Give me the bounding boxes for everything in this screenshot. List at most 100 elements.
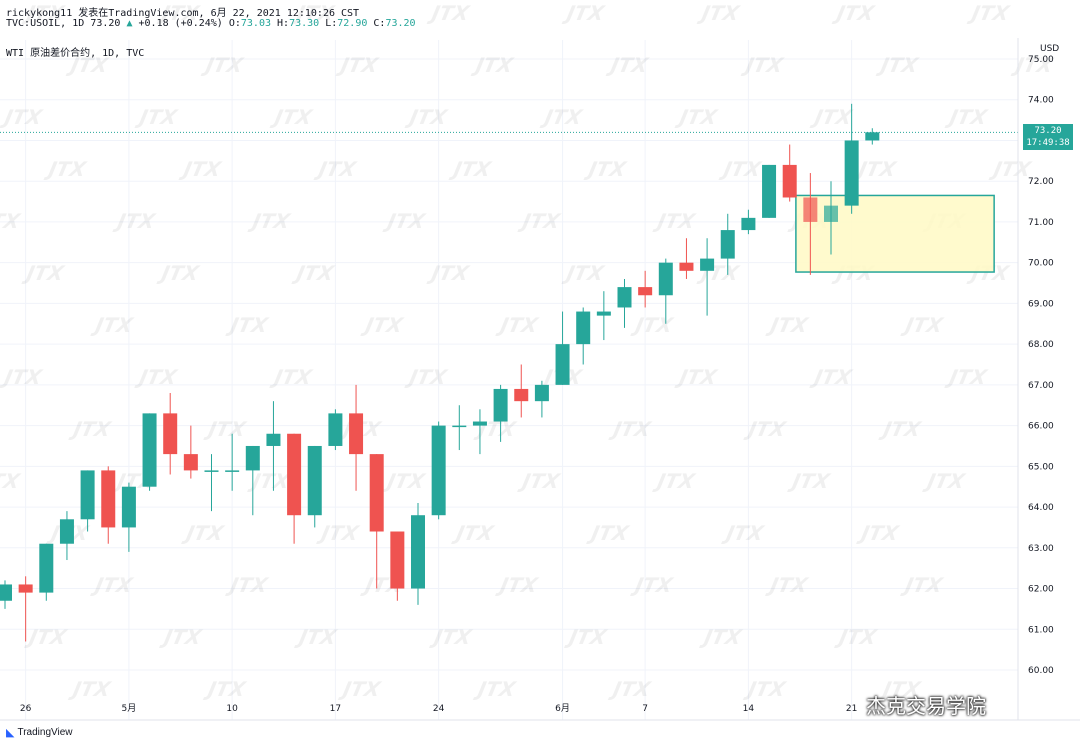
jtx-watermark: JTX	[966, 1, 1013, 25]
candle-body	[369, 454, 384, 532]
candle-body	[782, 164, 797, 198]
jtx-watermark: JTX	[517, 209, 564, 233]
candle-body	[824, 205, 838, 222]
jtx-watermark: JTX	[224, 313, 271, 337]
candle-body	[245, 445, 260, 471]
jtx-watermark: JTX	[875, 53, 922, 77]
low-value: 72.90	[337, 18, 368, 29]
candle	[617, 278, 632, 328]
jtx-watermark: JTX	[718, 157, 765, 181]
jtx-watermark: JTX	[200, 53, 247, 77]
jtx-watermark: JTX	[448, 157, 495, 181]
jtx-watermark: JTX	[470, 53, 517, 77]
symbol-label: TVC:USOIL, 1D	[6, 18, 85, 29]
price-tick-label: 61.00	[1028, 625, 1054, 635]
candle-body	[720, 230, 735, 259]
jtx-watermark: JTX	[808, 365, 855, 389]
candle-body	[204, 470, 219, 472]
candle	[658, 258, 673, 324]
high-label: H:	[277, 18, 290, 29]
jtx-watermark: JTX	[426, 1, 473, 25]
price-tick-label: 69.00	[1028, 299, 1054, 309]
candle-body	[59, 519, 74, 544]
jtx-watermark: JTX	[0, 105, 46, 129]
jtx-watermark: JTX	[337, 677, 384, 701]
candle-body	[225, 470, 240, 472]
jtx-watermark: JTX	[494, 573, 541, 597]
jtx-watermark: JTX	[629, 573, 676, 597]
time-tick-label: 21	[846, 704, 857, 714]
time-tick-label: 10	[226, 704, 238, 714]
candle-body	[39, 543, 54, 593]
candle-body	[0, 584, 12, 601]
candle-body	[163, 413, 178, 455]
jtx-watermark: JTX	[65, 53, 112, 77]
jtx-watermark: JTX	[585, 521, 632, 545]
candle-body	[431, 425, 446, 516]
candle-body	[762, 164, 777, 218]
jtx-watermark: JTX	[404, 105, 451, 129]
jtx-watermark: JTX	[0, 313, 1, 337]
jtx-watermark: JTX	[180, 521, 227, 545]
jtx-watermark: JTX	[877, 677, 924, 701]
jtx-watermark: JTX	[472, 677, 519, 701]
jtx-watermark: JTX	[988, 157, 1035, 181]
jtx-watermark: JTX	[67, 677, 114, 701]
candle-body	[514, 388, 529, 402]
jtx-watermark: JTX	[786, 469, 833, 493]
open-label: O:	[228, 18, 241, 29]
jtx-watermark: JTX	[202, 677, 249, 701]
candle	[803, 173, 818, 275]
jtx-watermark: JTX	[450, 521, 497, 545]
jtx-watermark: JTX	[674, 105, 721, 129]
candle-body	[555, 344, 570, 385]
candle	[39, 543, 54, 601]
current-price-tag: 73.20 17:49:38	[1023, 124, 1073, 150]
jtx-watermark: JTX	[944, 105, 991, 129]
jtx-watermark: JTX	[899, 313, 946, 337]
jtx-watermark: JTX	[607, 417, 654, 441]
candle	[18, 576, 33, 642]
jtx-watermark: JTX	[89, 573, 136, 597]
change-up-icon: ▲	[126, 18, 133, 29]
current-price-value: 73.20	[1034, 126, 1062, 136]
jtx-watermark: JTX	[0, 365, 45, 389]
jtx-watermark: JTX	[560, 261, 607, 285]
jtx-watermark: JTX	[494, 313, 541, 337]
jtx-watermark: JTX	[1010, 53, 1057, 77]
candle	[328, 409, 343, 451]
instrument-description: WTI 原油差价合约, 1D, TVC	[6, 48, 145, 59]
candle-body	[576, 311, 591, 345]
candle	[225, 433, 240, 491]
jtx-watermark: JTX	[696, 1, 743, 25]
candle-body	[183, 454, 198, 471]
jtx-watermark: JTX	[293, 625, 340, 649]
time-tick-label: 5月	[122, 703, 137, 714]
jtx-watermark: JTX	[202, 417, 249, 441]
jtx-watermark: JTX	[23, 625, 70, 649]
tradingview-logo[interactable]: ◣ TradingView	[6, 726, 73, 739]
candle	[183, 425, 198, 479]
jtx-watermark: JTX	[877, 417, 924, 441]
jtx-watermark: JTX	[20, 261, 67, 285]
jtx-watermark: JTX	[833, 625, 880, 649]
candle	[452, 405, 467, 451]
jtx-watermark: JTX	[855, 521, 902, 545]
ohlc-legend: TVC:USOIL, 1D 73.20 ▲ +0.18 (+0.24%) O:7…	[6, 18, 416, 29]
candle	[411, 502, 425, 605]
candle	[865, 128, 880, 145]
candle	[307, 445, 322, 528]
candle	[514, 364, 529, 418]
candle-body	[390, 531, 405, 589]
bar-countdown: 17:49:38	[1026, 138, 1070, 148]
jtx-watermark: JTX	[673, 365, 720, 389]
candle	[824, 181, 838, 255]
candle	[844, 103, 859, 214]
jtx-watermark: JTX	[0, 469, 23, 493]
candle-body	[679, 262, 694, 271]
candle-body	[80, 470, 95, 520]
jtx-watermark: JTX	[921, 469, 968, 493]
jtx-watermark: JTX	[651, 469, 698, 493]
candle	[431, 421, 446, 520]
